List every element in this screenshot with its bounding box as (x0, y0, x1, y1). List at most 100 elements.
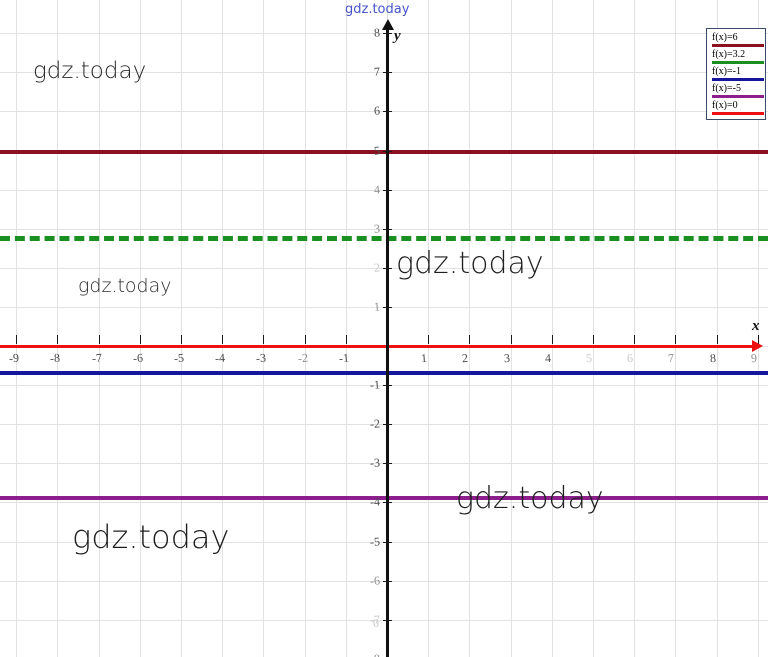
y-axis-tick-label: 2 (373, 260, 381, 275)
gridline-vertical (16, 0, 17, 657)
gridline-vertical (552, 0, 553, 657)
gridline-vertical (57, 0, 58, 657)
y-axis-tick (383, 190, 392, 191)
x-axis-tick (634, 335, 635, 344)
gridline-vertical (263, 0, 264, 657)
x-axis-tick-label: 9 (750, 350, 758, 366)
x-axis-tick (552, 335, 553, 344)
y-axis-tick-label: -2 (369, 416, 381, 432)
y-axis-tick-label: 5 (373, 143, 381, 158)
series-line-fx3-2 (0, 236, 768, 241)
legend-swatch-fx-neg5 (712, 95, 764, 98)
x-axis-tick-label: 8 (709, 350, 717, 366)
x-axis-tick (593, 335, 594, 344)
legend-swatch-fx-neg1 (712, 78, 764, 81)
series-line-fx6 (0, 150, 768, 154)
y-axis-tick (383, 385, 392, 386)
y-axis (386, 26, 389, 657)
gridline-vertical (181, 0, 182, 657)
y-axis-tick-label: 3 (373, 221, 381, 236)
gridline-vertical (593, 0, 594, 657)
x-axis-tick-label: 4 (544, 350, 552, 366)
x-axis-tick (717, 335, 718, 344)
x-axis-tick (758, 335, 759, 344)
y-axis-tick-label: 7 (373, 64, 381, 79)
legend-item-fx3-2: f(x)=3.2 (712, 49, 764, 64)
x-axis-label: x (752, 318, 760, 334)
y-axis-tick (383, 111, 392, 112)
y-axis-tick (383, 581, 392, 582)
gridline-vertical (428, 0, 429, 657)
y-axis-tick-label: -6 (369, 573, 381, 589)
x-axis-tick-label: 5 (585, 350, 593, 366)
x-axis-tick (428, 335, 429, 344)
x-axis-tick-label: -5 (173, 350, 185, 366)
legend-label: f(x)=0 (712, 100, 738, 111)
legend-swatch-fx3-2 (712, 61, 764, 64)
x-axis-tick (99, 335, 100, 344)
x-axis-tick (511, 335, 512, 344)
x-axis-tick (16, 335, 17, 344)
x-axis-arrow-icon (752, 340, 763, 352)
watermark-text: gdz.today (72, 518, 230, 556)
y-axis-tick-label: -1 (369, 377, 381, 393)
legend-item-fx-neg5: f(x)=-5 (712, 83, 764, 98)
x-axis-tick (263, 335, 264, 344)
watermark-text: gdz.today (396, 246, 544, 281)
y-axis-tick (383, 72, 392, 73)
gridline-vertical (511, 0, 512, 657)
legend: f(x)=6 f(x)=3.2 f(x)=-1 f(x)=-5 f(x)=0 (706, 28, 766, 120)
watermark-text: gdz.today (456, 481, 604, 516)
x-axis-tick (675, 335, 676, 344)
x-axis-tick-label: -3 (255, 350, 267, 366)
y-axis-tick-label: -8 (361, 651, 380, 657)
y-axis-tick (383, 33, 392, 34)
y-axis-tick-label: 1 (373, 299, 381, 314)
legend-swatch-fx6 (712, 44, 764, 47)
y-axis-tick-label: 6 (373, 103, 381, 118)
x-axis-tick-label: -4 (214, 350, 226, 366)
gridline-vertical (140, 0, 141, 657)
y-axis-tick (383, 542, 392, 543)
watermark-text: gdz.today (78, 275, 172, 297)
gridline-vertical (634, 0, 635, 657)
legend-label: f(x)=-1 (712, 66, 741, 77)
x-axis-tick (346, 335, 347, 344)
legend-swatch-fx0 (712, 112, 764, 115)
x-axis-tick-label: -1 (338, 350, 350, 366)
legend-item-fx6: f(x)=6 (712, 32, 764, 47)
y-axis-tick-label: 4 (373, 182, 381, 197)
gridline-vertical (99, 0, 100, 657)
x-axis-tick-label: -7 (91, 350, 103, 366)
y-axis-tick (383, 620, 392, 621)
x-axis-tick (222, 335, 223, 344)
x-axis-tick-label: -8 (49, 350, 61, 366)
gridline-vertical (346, 0, 347, 657)
y-axis-tick (383, 463, 392, 464)
y-axis-tick (383, 268, 392, 269)
y-axis-tick (383, 151, 392, 152)
x-axis-tick (57, 335, 58, 344)
y-axis-label: y (394, 28, 401, 44)
legend-label: f(x)=3.2 (712, 49, 746, 60)
watermark-text: gdz.today (33, 58, 147, 84)
y-axis-tick-label: -3 (369, 455, 381, 471)
series-line-fx-neg1 (0, 371, 768, 375)
gridline-vertical (222, 0, 223, 657)
x-axis-tick-label: 7 (667, 350, 675, 366)
gridline-vertical (305, 0, 306, 657)
x-axis-tick (140, 335, 141, 344)
watermark-text: gdz.today (345, 2, 410, 17)
x-axis-tick-label: -2 (297, 350, 309, 366)
y-axis-tick (383, 307, 392, 308)
gridline-vertical (469, 0, 470, 657)
x-axis-tick (469, 335, 470, 344)
x-axis-tick-label: -6 (132, 350, 144, 366)
legend-label: f(x)=-5 (712, 83, 741, 94)
legend-label: f(x)=6 (712, 32, 738, 43)
legend-item-fx0: f(x)=0 (712, 100, 764, 115)
x-axis-tick (181, 335, 182, 344)
y-axis-tick-label: -5 (369, 534, 381, 550)
